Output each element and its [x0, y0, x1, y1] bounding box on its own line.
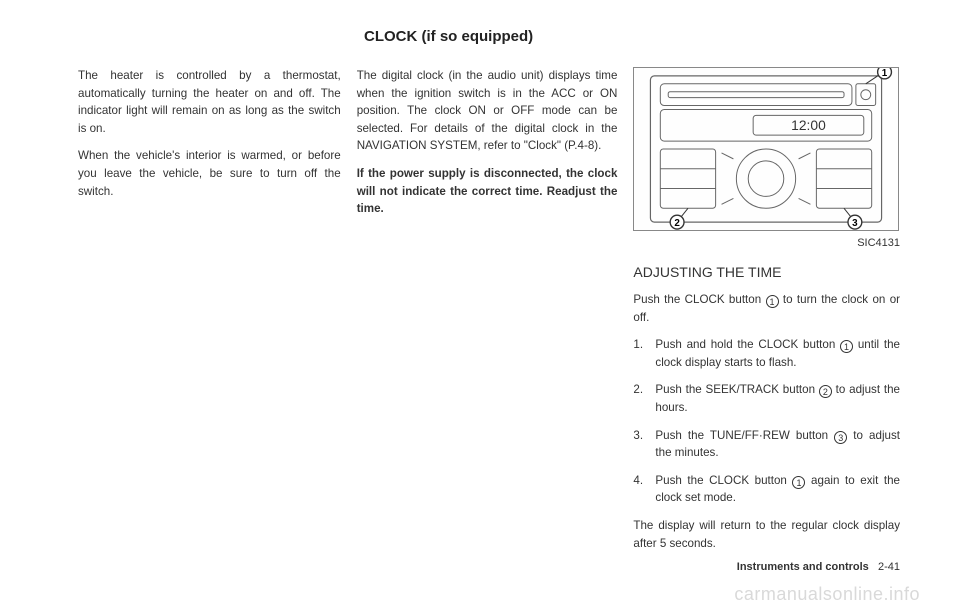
watermark: carmanualsonline.info — [734, 584, 920, 605]
step-num: 3. — [633, 427, 655, 462]
manual-page: CLOCK (if so equipped) The heater is con… — [0, 0, 960, 611]
display-return-para: The display will return to the regular c… — [633, 517, 900, 552]
step-num: 1. — [633, 336, 655, 371]
column-1: The heater is controlled by a thermostat… — [78, 67, 341, 562]
column-2: The digital clock (in the audio unit) di… — [357, 67, 618, 562]
step-text: Push the TUNE/FF·REW button 3 to adjust … — [655, 427, 900, 462]
step-3: 3.Push the TUNE/FF·REW button 3 to adjus… — [633, 427, 900, 462]
step-4: 4.Push the CLOCK button 1 again to exit … — [633, 472, 900, 507]
callout-1-icon: 1 — [840, 340, 853, 353]
callout-2-icon: 2 — [819, 385, 832, 398]
callout-1-icon: 1 — [792, 476, 805, 489]
page-footer: Instruments and controls 2-41 — [737, 561, 900, 573]
footer-page: 2-41 — [878, 561, 900, 573]
columns: The heater is controlled by a thermostat… — [78, 67, 900, 562]
svg-text:12:00: 12:00 — [792, 117, 827, 133]
callout-3-icon: 3 — [834, 431, 847, 444]
column-3: 12:00 1 — [633, 67, 900, 562]
power-disconnect-warning: If the power supply is disconnected, the… — [357, 165, 618, 218]
svg-text:1: 1 — [882, 68, 888, 79]
svg-text:3: 3 — [853, 218, 859, 229]
svg-text:2: 2 — [675, 218, 681, 229]
steps-list: 1.Push and hold the CLOCK button 1 until… — [633, 336, 900, 507]
step-text: Push and hold the CLOCK button 1 until t… — [655, 336, 900, 371]
intro-text-a: Push the CLOCK button — [633, 293, 765, 306]
heater-thermostat-para: The heater is controlled by a thermostat… — [78, 67, 341, 137]
step-text: Push the SEEK/TRACK button 2 to adjust t… — [655, 381, 900, 416]
step-text: Push the CLOCK button 1 again to exit th… — [655, 472, 900, 507]
section-header: CLOCK (if so equipped) — [364, 28, 900, 45]
adjusting-time-heading: ADJUSTING THE TIME — [633, 262, 900, 283]
callout-1-icon: 1 — [766, 295, 779, 308]
audio-unit-svg: 12:00 1 — [634, 68, 898, 230]
step-2: 2.Push the SEEK/TRACK button 2 to adjust… — [633, 381, 900, 416]
heater-off-para: When the vehicle's interior is warmed, o… — [78, 147, 341, 200]
clock-description-para: The digital clock (in the audio unit) di… — [357, 67, 618, 155]
step-1: 1.Push and hold the CLOCK button 1 until… — [633, 336, 900, 371]
step-num: 2. — [633, 381, 655, 416]
audio-unit-figure: 12:00 1 — [633, 67, 899, 231]
footer-section: Instruments and controls — [737, 561, 869, 573]
clock-button-intro: Push the CLOCK button 1 to turn the cloc… — [633, 291, 900, 326]
step-num: 4. — [633, 472, 655, 507]
figure-label: SIC4131 — [633, 235, 900, 252]
